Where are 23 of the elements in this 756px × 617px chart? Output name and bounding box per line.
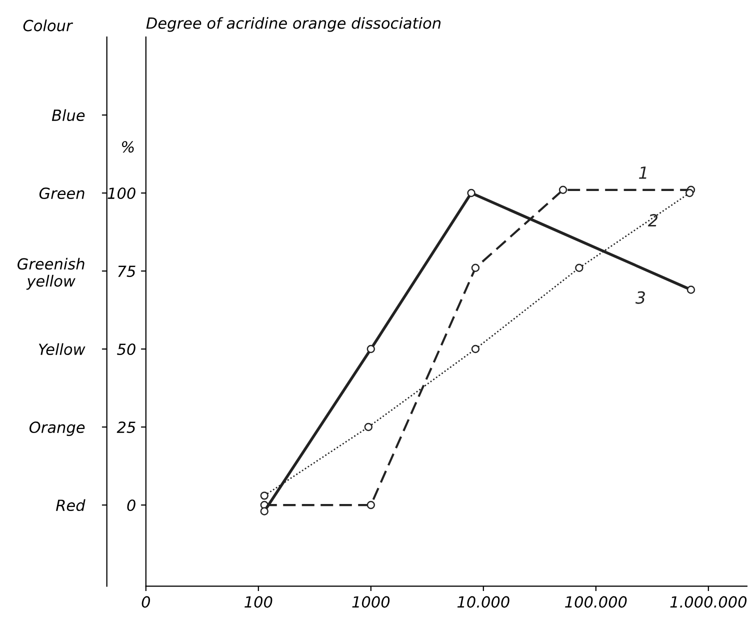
category-label: Orange — [29, 421, 85, 436]
x-tick-label: 0 — [142, 596, 150, 608]
series-label: 1 — [639, 166, 646, 179]
y-tick-label: 25 — [116, 421, 136, 434]
chart-title: Degree of acridine orange dissociation — [146, 17, 441, 32]
x-tick-label: 1.000.000 — [670, 596, 747, 608]
series-label: 2 — [648, 214, 658, 226]
series-label: 3 — [635, 291, 645, 304]
category-label: Blue — [52, 109, 85, 122]
category-label: Green — [39, 187, 84, 200]
x-tick-label: 100 — [244, 596, 272, 608]
x-tick-label: 100.000 — [565, 596, 627, 608]
y2-axis-title: Colour — [23, 19, 74, 32]
y-tick-label: 50 — [117, 343, 136, 356]
category-label: Yellow — [38, 343, 86, 356]
y-tick-label: 75 — [118, 266, 136, 278]
x-tick-label: 1000 — [352, 596, 390, 608]
category-label: Red — [56, 499, 86, 512]
y-tick-label: 100 — [108, 187, 136, 200]
y-tick-label: 0 — [127, 499, 136, 512]
category-label: Greenish yellow — [18, 258, 84, 290]
y-axis-title: % — [122, 141, 134, 153]
x-tick-label: 10.000 — [457, 596, 510, 608]
